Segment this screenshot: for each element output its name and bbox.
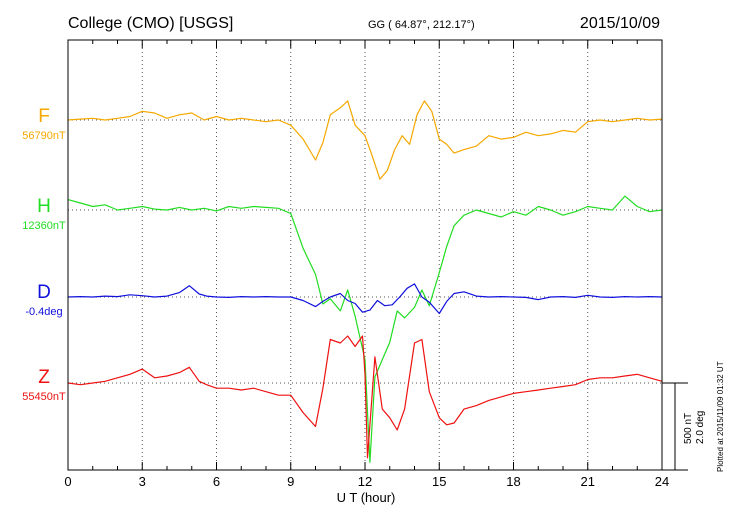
x-axis-title: U T (hour) bbox=[337, 490, 396, 505]
scale-bar-deg-label: 2.0 deg bbox=[695, 411, 706, 444]
series-line-D bbox=[67, 283, 663, 315]
series-baseline-H: 12360nT bbox=[22, 220, 66, 232]
x-tick-label-12: 12 bbox=[358, 474, 372, 489]
series-baseline-F: 56790nT bbox=[22, 130, 66, 142]
x-axis-ticks: 0 3 6 9 12 15 18 21 24 bbox=[64, 40, 669, 489]
series-lines bbox=[67, 100, 663, 463]
x-tick-label-18: 18 bbox=[506, 474, 520, 489]
station-title: College (CMO) [USGS] bbox=[68, 15, 233, 32]
series-labels: F 56790nT H 12360nT D -0.4deg Z 55450nT bbox=[22, 106, 66, 403]
series-name-F: F bbox=[38, 106, 50, 127]
series-line-F bbox=[67, 100, 663, 180]
series-name-Z: Z bbox=[38, 367, 50, 388]
x-tick-label-9: 9 bbox=[287, 474, 294, 489]
x-tick-label-15: 15 bbox=[432, 474, 446, 489]
chart-date: 2015/10/09 bbox=[580, 15, 660, 32]
series-line-Z bbox=[67, 335, 663, 459]
x-tick-label-21: 21 bbox=[581, 474, 595, 489]
series-name-H: H bbox=[37, 196, 51, 217]
scale-bar: 500 nT 2.0 deg bbox=[662, 382, 706, 471]
series-baseline-Z: 55450nT bbox=[22, 391, 66, 403]
series-baseline-D: -0.4deg bbox=[25, 306, 62, 318]
x-tick-label-24: 24 bbox=[655, 474, 669, 489]
scale-bar-nt-label: 500 nT bbox=[683, 413, 694, 444]
x-tick-label-6: 6 bbox=[213, 474, 220, 489]
x-tick-label-0: 0 bbox=[64, 474, 71, 489]
series-name-D: D bbox=[37, 282, 51, 303]
series-line-H bbox=[67, 195, 663, 463]
x-tick-label-3: 3 bbox=[139, 474, 146, 489]
plotted-timestamp: Plotted at 2015/11/09 01:32 UT bbox=[716, 361, 725, 472]
station-coordinates: GG ( 64.87°, 212.17°) bbox=[368, 19, 475, 31]
